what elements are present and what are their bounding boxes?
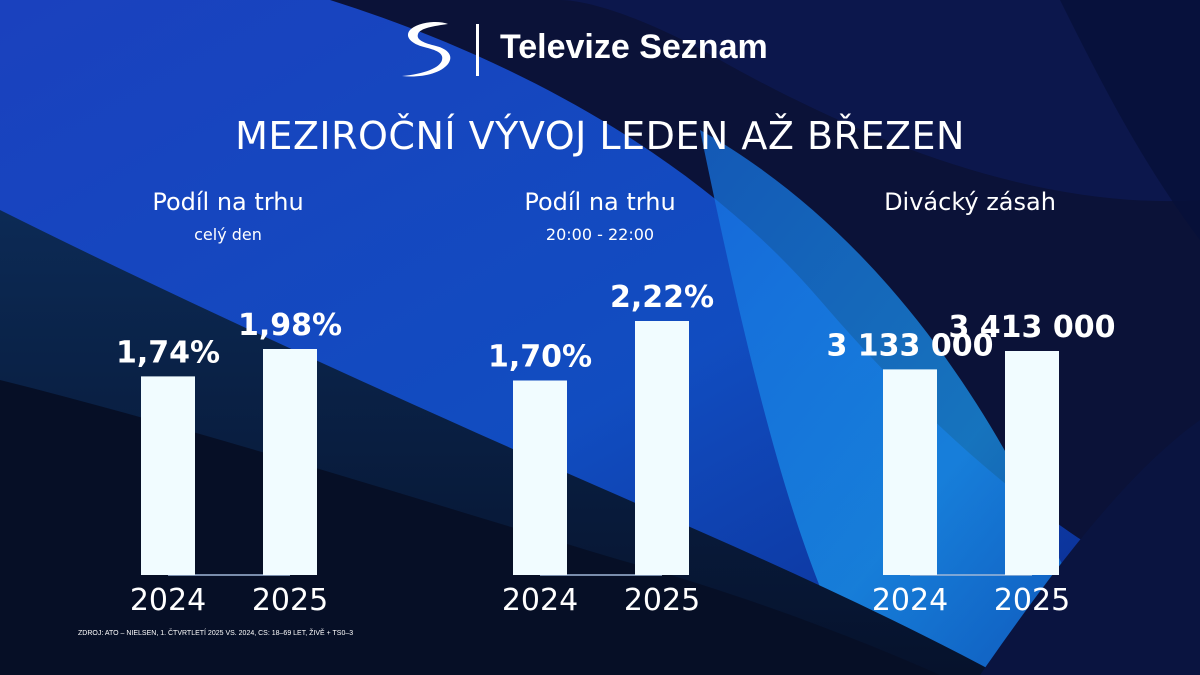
chart-panel-share-all-day: Podíl na trhu celý den 1,74% 2024 1,98% 202… bbox=[38, 0, 418, 675]
seznam-s-logo-icon bbox=[402, 22, 451, 77]
brand-name: Televize Seznam bbox=[500, 28, 768, 66]
bar-chart-share-prime-time: 1,70% 2024 2,22% 2025 bbox=[488, 280, 714, 618]
chart-title: Divácký zásah bbox=[884, 188, 1056, 216]
bar-chart-share-all-day: 1,74% 2024 1,98% 2025 bbox=[116, 308, 342, 618]
chart-subtitle: celý den bbox=[194, 225, 262, 244]
bar-chart-reach: 3 133 000 2024 3 413 000 2025 bbox=[826, 310, 1115, 618]
bar-2024 bbox=[883, 369, 937, 575]
x-tick-2025: 2025 bbox=[624, 583, 700, 618]
x-tick-2025: 2025 bbox=[252, 583, 328, 618]
bar-2025 bbox=[263, 349, 317, 575]
x-tick-2025: 2025 bbox=[994, 583, 1070, 618]
chart-panel-share-prime-time: Podíl na trhu 20:00 - 22:00 1,70% 2024 2,2… bbox=[410, 0, 790, 675]
bar-2025 bbox=[635, 321, 689, 575]
chart-panel-reach: Divácký zásah 3 133 000 2024 3 413 000 2025 bbox=[780, 0, 1160, 675]
bar-2024 bbox=[141, 376, 195, 575]
x-tick-2024: 2024 bbox=[502, 583, 578, 618]
data-label-2025: 2,22% bbox=[610, 280, 714, 315]
data-label-2024: 1,74% bbox=[116, 335, 220, 370]
bar-2025 bbox=[1005, 351, 1059, 575]
chart-title: Podíl na trhu bbox=[152, 188, 304, 216]
data-label-2025: 1,98% bbox=[238, 308, 342, 343]
page-title: MEZIROČNÍ VÝVOJ LEDEN AŽ BŘEZEN bbox=[235, 114, 965, 158]
chart-title: Podíl na trhu bbox=[524, 188, 676, 216]
brand-header: Televize Seznam bbox=[396, 14, 816, 84]
brand-divider bbox=[476, 24, 479, 76]
bar-2024 bbox=[513, 380, 567, 575]
source-note: ZDROJ: ATO – NIELSEN, 1. ČTVRTLETÍ 2025 … bbox=[78, 630, 354, 637]
x-tick-2024: 2024 bbox=[130, 583, 206, 618]
data-label-2024: 1,70% bbox=[488, 339, 592, 374]
data-label-2024: 3 133 000 bbox=[826, 328, 993, 363]
chart-subtitle: 20:00 - 22:00 bbox=[545, 225, 655, 244]
x-tick-2024: 2024 bbox=[872, 583, 948, 618]
data-label-2025: 3 413 000 bbox=[948, 310, 1115, 345]
